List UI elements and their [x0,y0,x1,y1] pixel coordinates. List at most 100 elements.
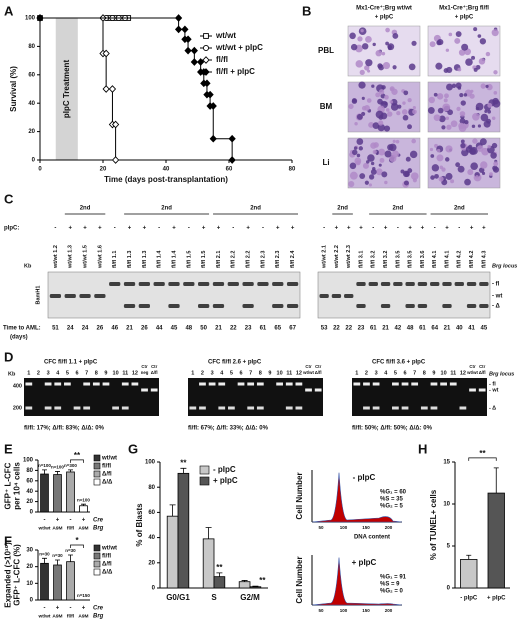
n-label: n=30 [39,552,50,557]
error-bar [216,572,223,577]
gel-band [141,388,148,392]
cell [352,149,358,156]
row-label: BM [320,102,333,111]
gel-band [285,406,293,410]
cell [372,149,377,155]
significance-bracket [468,457,497,461]
pipc-status: + [445,226,449,232]
marker [197,58,205,66]
x-tick-label: + pIpC [487,596,506,602]
panel-label: H [418,441,427,456]
gel [188,378,323,416]
cell [492,99,501,108]
cell [357,36,363,42]
lane-number: 10 [441,370,447,376]
time-to-aml: 44 [156,326,163,332]
marker [203,79,211,88]
cell [370,161,375,166]
cell [463,93,468,97]
x-tick-label: A9M [52,613,62,619]
time-to-aml: 45 [171,326,178,332]
y-axis-label: Cell Number [295,556,304,603]
x-tick-label: 60 [226,167,233,173]
cell [491,116,496,121]
gel-band [168,304,180,308]
cell [349,171,358,180]
row-label: Cre [93,606,104,612]
cell [485,51,491,57]
x-axis-label: Time (days post-transplantation) [104,175,228,184]
marker [184,46,192,55]
y-tick-label: 0 [152,586,156,592]
legend-label: fl/fl + pIpC [216,67,255,76]
legend-label: Δ/fl [102,472,112,478]
cell [490,152,497,159]
gel-band [92,382,100,386]
gel-band [420,406,428,410]
lane-label: fl/fl 3.2 [371,251,377,268]
cell [386,111,393,117]
y-tick-label: 100 [145,460,156,466]
bar [40,473,49,513]
legend-swatch [93,470,101,478]
lane-number: 11 [122,370,128,376]
cell [355,60,363,68]
pipc-status: + [347,226,351,232]
cell [487,103,493,108]
cell [390,87,394,92]
y-axis-label: Cell Number [295,472,304,519]
x-tick-label: wt/wt [38,613,51,619]
cell [407,98,412,103]
gel-band [405,304,415,308]
cell [459,111,466,117]
x-axis-label: DNA content [354,535,390,541]
lane-label: fl/fl 1.5 [201,251,207,268]
cell [441,125,446,130]
gel-band [363,382,370,386]
lane-number: 3 [375,370,378,376]
lane-number: 8 [95,370,98,376]
y-axis-label: % of Blasts [135,503,144,547]
pipc-status: + [335,226,339,232]
marker [228,156,236,164]
time-to-aml: 23 [245,326,252,332]
legend-swatch [199,465,210,475]
cell [458,122,465,129]
pipc-status: - [458,226,460,232]
lane-number: 4 [56,370,60,376]
gel-band [285,382,293,386]
gel-band [372,382,380,386]
x-tick-label: 100 [340,608,348,613]
gel-band [183,282,195,286]
bar [40,562,49,601]
cell [391,150,399,158]
kb-mark: 200 [13,405,22,411]
gel-band [319,294,329,298]
time-to-aml: 41 [468,326,475,332]
lane-label: fl/fl 1.1 [112,251,118,268]
lane-label: fl/fl 1.3 [142,251,148,268]
cell [450,120,458,128]
cell [377,123,385,132]
lane-label: wt/wt 1.6 [97,245,103,269]
y-tick-label: 20 [28,129,35,135]
cell [448,32,453,37]
y-tick-label: 30 [26,548,33,554]
gel-band [54,382,62,386]
pipc-status: + [143,226,147,232]
error-bar [81,503,86,506]
cell [434,173,439,179]
y-tick-label: 60 [26,478,33,484]
legend-label: fl/fl [102,554,111,560]
gel-title: CFC fl/fl 1.1 + pIpC [44,360,98,366]
cell [435,62,443,70]
cell [382,61,391,70]
cell [403,90,409,96]
gel-band [102,382,110,386]
marker [184,35,192,44]
cell [356,138,364,145]
locus-label: Brg locus [489,371,514,377]
gel-band [64,294,76,298]
gel-band [153,282,165,286]
row-label: Time to AML: [3,326,41,332]
